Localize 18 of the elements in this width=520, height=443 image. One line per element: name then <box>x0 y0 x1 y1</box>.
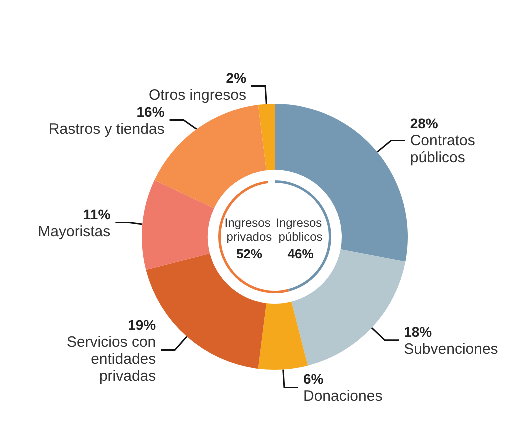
data-label: 2% <box>226 70 248 86</box>
data-label: 19% <box>128 316 157 333</box>
slice-label: Contratos públicos <box>410 132 476 167</box>
slice-label: Mayoristas <box>38 223 111 240</box>
data-label: 18% <box>404 324 433 340</box>
slice-label: Servicios con entidades privadas <box>66 334 156 385</box>
data-label: 28% <box>410 116 439 132</box>
slice-label: Ingresos públicos <box>276 216 326 244</box>
data-label: 46% <box>288 246 314 262</box>
slice-label: Donaciones <box>303 388 383 406</box>
slice-label: Ingresos privados <box>224 216 274 244</box>
data-label: 52% <box>236 246 263 262</box>
data-label: 16% <box>136 104 166 120</box>
data-label: 6% <box>303 371 324 388</box>
slice-label: Subvenciones <box>404 340 498 358</box>
slice-label: Rastros y tiendas <box>48 120 165 138</box>
slice-label: Otros ingresos <box>148 86 247 104</box>
data-label: 11% <box>83 206 112 222</box>
